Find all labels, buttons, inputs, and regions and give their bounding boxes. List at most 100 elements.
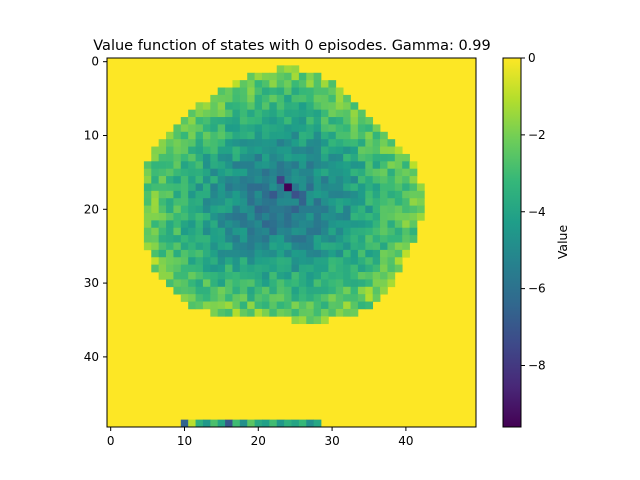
heatmap-cell	[188, 183, 196, 192]
heatmap-cell	[284, 72, 292, 81]
heatmap-cell	[306, 264, 314, 273]
heatmap-cell	[254, 249, 263, 258]
heatmap-cell	[328, 286, 337, 295]
heatmap-cell	[365, 227, 374, 236]
heatmap-cell	[276, 235, 285, 243]
heatmap-cell	[188, 272, 196, 280]
heatmap-cell	[313, 168, 322, 177]
heatmap-cell	[387, 279, 396, 288]
heatmap-cell	[210, 220, 219, 229]
heatmap-cell	[335, 131, 344, 140]
heatmap-cell	[298, 308, 307, 317]
heatmap-cell	[328, 198, 337, 206]
heatmap-cell	[254, 183, 263, 192]
heatmap-cell	[269, 146, 278, 155]
heatmap-cell	[372, 242, 381, 251]
heatmap-cell	[350, 301, 359, 310]
y-tick-label: 20	[84, 202, 99, 216]
heatmap-cell	[357, 286, 366, 295]
heatmap-cell	[210, 117, 219, 125]
heatmap-cell	[225, 183, 233, 192]
heatmap-cell	[180, 183, 189, 192]
heatmap-cell	[261, 257, 270, 265]
heatmap-cell	[350, 124, 359, 133]
heatmap-cell	[247, 294, 255, 302]
heatmap-cell	[225, 161, 233, 170]
heatmap-cell	[350, 153, 359, 162]
heatmap-cell	[343, 257, 351, 265]
heatmap-cell	[210, 161, 219, 170]
heatmap-cell	[394, 242, 403, 251]
heatmap-cell	[225, 220, 233, 229]
heatmap-cell	[254, 419, 263, 428]
heatmap-cell	[321, 264, 329, 273]
heatmap-cell	[321, 220, 329, 229]
heatmap-cell	[306, 212, 314, 221]
heatmap-cell	[298, 316, 307, 325]
heatmap-cell	[306, 124, 314, 133]
heatmap-cell	[202, 109, 211, 118]
heatmap-cell	[365, 279, 374, 288]
heatmap-cell	[276, 131, 285, 140]
heatmap-cell	[232, 257, 241, 265]
y-tick-label: 10	[84, 128, 99, 142]
heatmap-cell	[343, 109, 351, 118]
heatmap-cell	[269, 235, 278, 243]
heatmap-cell	[276, 308, 285, 317]
heatmap-cell	[343, 124, 351, 133]
heatmap-cell	[387, 242, 396, 251]
heatmap-cell	[232, 80, 241, 88]
heatmap-cell	[217, 146, 226, 155]
heatmap-cell	[232, 272, 241, 280]
heatmap-cell	[284, 124, 292, 133]
heatmap-cell	[225, 264, 233, 273]
heatmap-cell	[328, 117, 337, 125]
heatmap-cell	[254, 102, 263, 111]
heatmap-cell	[247, 242, 255, 251]
heatmap-cell	[291, 249, 300, 258]
heatmap-cell	[195, 198, 204, 206]
heatmap-cell	[321, 176, 329, 184]
heatmap-cell	[232, 161, 241, 170]
heatmap-cell	[151, 227, 160, 236]
heatmap-cell	[328, 146, 337, 155]
heatmap-cell	[180, 279, 189, 288]
heatmap-cell	[335, 279, 344, 288]
heatmap-cell	[372, 139, 381, 147]
heatmap-cell	[202, 286, 211, 295]
heatmap-cell	[261, 235, 270, 243]
heatmap-cell	[254, 131, 263, 140]
heatmap-cell	[195, 279, 204, 288]
heatmap-cell	[276, 272, 285, 280]
heatmap-cell	[343, 139, 351, 147]
heatmap-cell	[402, 161, 410, 170]
heatmap-cell	[298, 264, 307, 273]
heatmap-cell	[217, 249, 226, 258]
heatmap-cell	[284, 161, 292, 170]
heatmap-cell	[298, 249, 307, 258]
heatmap-cell	[402, 212, 410, 221]
heatmap-cell	[261, 419, 270, 428]
heatmap-cell	[350, 146, 359, 155]
heatmap-cell	[225, 308, 233, 317]
heatmap-cell	[269, 279, 278, 288]
heatmap-cell	[291, 109, 300, 118]
heatmap-cell	[195, 242, 204, 251]
heatmap-cell	[350, 205, 359, 214]
colorbar-tick-label: −4	[528, 205, 546, 219]
heatmap-cell	[313, 294, 322, 302]
heatmap-cell	[284, 220, 292, 229]
heatmap-cell	[313, 94, 322, 103]
heatmap-cell	[143, 205, 152, 214]
heatmap-cell	[365, 176, 374, 184]
heatmap-cell	[143, 183, 152, 192]
heatmap-cell	[298, 102, 307, 111]
heatmap-cell	[239, 301, 248, 310]
heatmap-cell	[173, 286, 182, 295]
heatmap-cell	[350, 227, 359, 236]
heatmap-cell	[350, 286, 359, 295]
heatmap-cell	[291, 146, 300, 155]
heatmap-cell	[328, 279, 337, 288]
heatmap-cells	[107, 58, 476, 428]
heatmap-cell	[276, 419, 285, 428]
